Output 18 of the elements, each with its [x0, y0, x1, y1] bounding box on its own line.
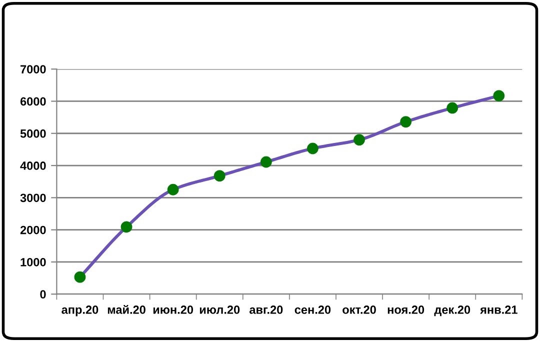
x-tick-label: окт.20	[342, 306, 376, 314]
y-tick-label: 1000	[20, 258, 46, 266]
y-tick-label: 3000	[20, 194, 46, 202]
x-tick-label: июл.20	[200, 306, 240, 314]
y-tick-label: 4000	[20, 162, 46, 170]
x-tick-label: авг.20	[250, 306, 283, 314]
y-tick-label: 2000	[20, 226, 46, 234]
x-tick-label: янв.21	[480, 306, 518, 314]
y-tick-label: 5000	[20, 129, 46, 138]
x-tick-label: дек.20	[434, 306, 470, 316]
x-tick-label: сен.20	[294, 306, 331, 314]
y-tick-label: 6000	[20, 97, 46, 106]
y-tick-label: 7000	[20, 65, 46, 74]
x-tick-label: май.20	[108, 305, 146, 314]
x-tick-label: июн.20	[153, 306, 194, 314]
x-tick-label: апр.20	[62, 306, 98, 316]
x-tick-label: ноя.20	[388, 306, 424, 314]
y-tick-label: 0	[40, 290, 46, 299]
